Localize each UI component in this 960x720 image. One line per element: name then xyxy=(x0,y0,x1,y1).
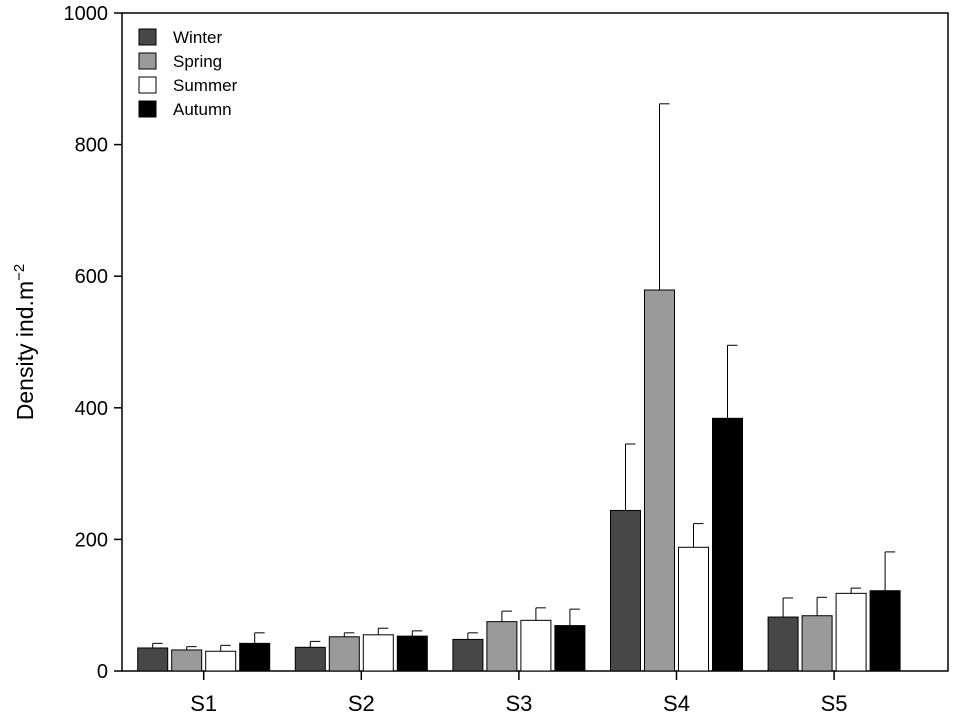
y-tick-label: 800 xyxy=(75,135,108,157)
bar-s2-spring xyxy=(328,636,360,672)
legend: Winter Spring Summer Autumn xyxy=(138,28,238,119)
y-axis-title-superscript: −2 xyxy=(11,264,28,281)
legend-label-summer: Summer xyxy=(173,76,238,95)
bar-s4-winter xyxy=(610,509,641,672)
legend-label-autumn: Autumn xyxy=(173,100,232,119)
bar-s5-spring xyxy=(801,615,833,672)
y-tick-label: 600 xyxy=(75,266,108,288)
legend-swatch-winter xyxy=(138,28,157,46)
y-tick-label: 400 xyxy=(75,398,108,420)
bar-s2-winter xyxy=(294,646,326,672)
legend-swatch-spring xyxy=(138,52,157,70)
plot-frame xyxy=(121,12,949,672)
x-tick-label: S5 xyxy=(821,691,848,716)
bar-s3-spring xyxy=(486,621,518,672)
bar-s5-autumn xyxy=(869,590,901,672)
bar-s4-spring xyxy=(644,289,675,672)
bar-s1-autumn xyxy=(239,642,271,672)
y-axis-title-text: Density ind.m xyxy=(12,281,38,420)
bar-s2-summer xyxy=(362,634,394,672)
bar-s1-winter xyxy=(137,647,169,672)
bar-s3-autumn xyxy=(554,625,586,672)
bar-s4-autumn xyxy=(712,417,743,672)
bar-s4-summer xyxy=(678,546,709,672)
legend-swatch-autumn xyxy=(138,100,157,118)
legend-label-winter: Winter xyxy=(173,28,222,47)
y-tick-label: 1000 xyxy=(64,3,109,25)
x-tick-label: S2 xyxy=(348,691,375,716)
bar-s5-summer xyxy=(835,592,867,672)
bar-s2-autumn xyxy=(396,635,428,672)
legend-label-spring: Spring xyxy=(173,52,222,71)
y-tick-label: 200 xyxy=(75,529,108,551)
legend-swatch-summer xyxy=(138,76,157,94)
x-tick-label: S4 xyxy=(663,691,690,716)
x-tick-label: S3 xyxy=(505,691,532,716)
bar-s5-winter xyxy=(767,616,799,672)
y-tick-label: 0 xyxy=(97,661,108,683)
bar-s1-summer xyxy=(205,650,237,672)
x-tick-label: S1 xyxy=(190,691,217,716)
x-axis: S1 S2 S3 S4 S5 xyxy=(190,671,848,716)
bar-s1-spring xyxy=(171,649,203,672)
bar-groups xyxy=(137,103,901,672)
bar-s3-summer xyxy=(520,619,552,672)
y-axis-title: Density ind.m−2 xyxy=(11,264,38,420)
bar-s3-winter xyxy=(452,638,484,672)
y-axis: 0 200 400 600 800 1000 xyxy=(64,3,122,683)
